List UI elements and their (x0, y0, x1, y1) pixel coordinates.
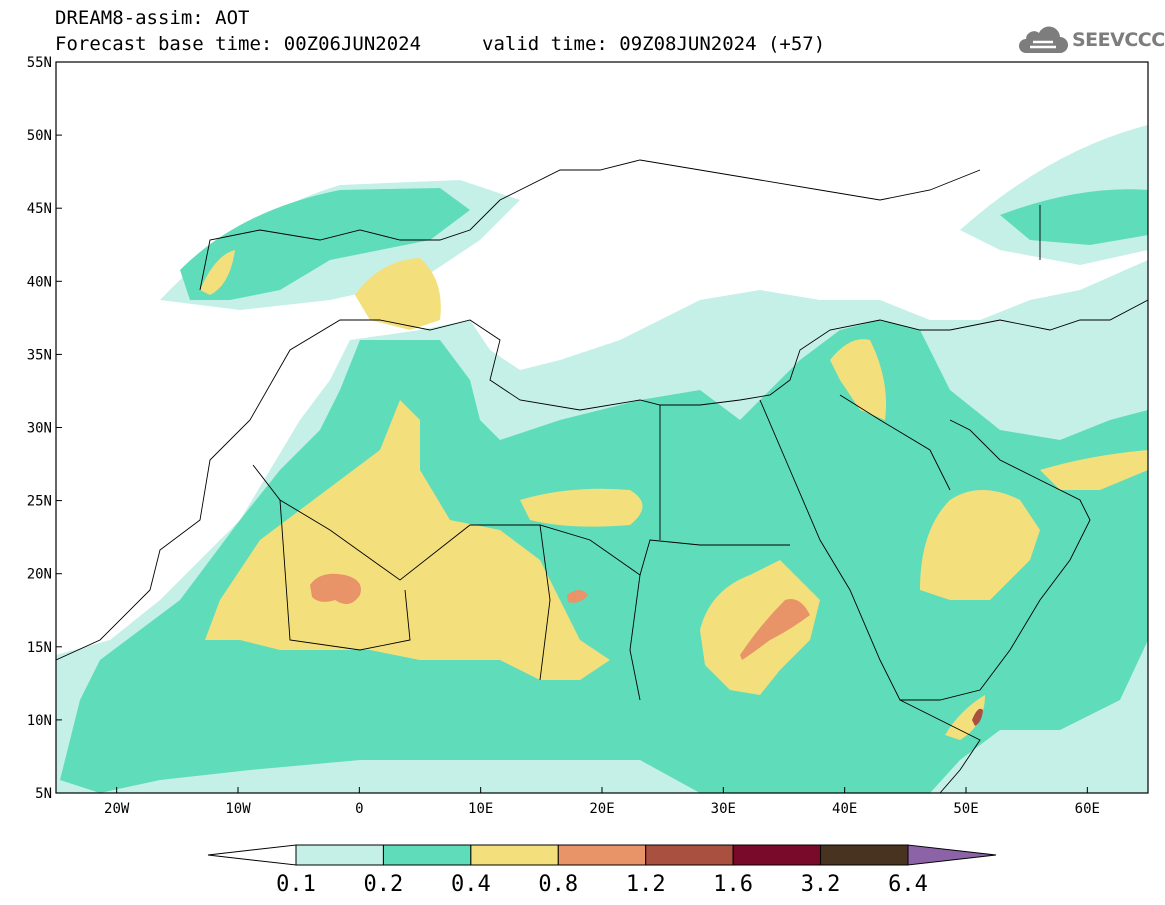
lon-tick-label: 0 (355, 801, 363, 817)
aot-field-0.4 (700, 560, 820, 695)
colorbar-cell (470, 844, 559, 866)
aot-field-0.2 (60, 320, 1148, 793)
lat-tick-label: 15N (27, 640, 52, 656)
lon-tick-label: 20W (104, 801, 130, 817)
lat-tick-label: 10N (27, 713, 52, 729)
lat-tick-label: 30N (27, 421, 52, 437)
lon-tick-label: 10W (225, 801, 251, 817)
colorbar (207, 844, 997, 866)
lat-tick-label: 20N (27, 567, 52, 583)
aot-field-0.4 (200, 250, 235, 295)
colorbar-cell (732, 844, 822, 866)
logo-text: SEEVCCC (1072, 29, 1165, 51)
lat-tick-label: 5N (35, 786, 52, 802)
lon-tick-label: 40E (832, 801, 857, 817)
colorbar-level-label: 6.4 (888, 872, 928, 897)
lon-tick-label: 60E (1075, 801, 1100, 817)
lat-tick-label: 45N (27, 201, 52, 217)
lat-tick-label: 40N (27, 274, 52, 290)
forecast-base-time: Forecast base time: 00Z06JUN2024 (55, 33, 422, 55)
aot-field-0.8 (740, 599, 810, 660)
aot-field-0.8 (310, 573, 361, 604)
aot-field-0.4 (920, 490, 1040, 600)
seevccc-logo: SEEVCCC (1016, 24, 1165, 56)
colorbar-over-arrow (907, 844, 997, 866)
longitude-axis: 20W 10W 0 10E 20E 30E 40E 50E 60E (104, 787, 1100, 817)
colorbar-level-label: 0.2 (363, 872, 404, 897)
colorbar-level-label: 0.8 (538, 872, 579, 897)
valid-time: valid time: 09Z08JUN2024 (+57) (482, 33, 826, 55)
colorbar-level-label: 1.6 (713, 872, 754, 897)
aot-field-0.4 (830, 339, 886, 420)
colorbar-cell (820, 844, 909, 866)
aot-field-0.4 (945, 695, 985, 740)
aot-field-0.4 (520, 488, 643, 527)
colorbar-cell (382, 844, 472, 866)
lon-tick-label: 30E (711, 801, 736, 817)
colorbar-cell (645, 844, 734, 866)
colorbar-under-arrow (207, 844, 297, 866)
aot-field-1.2 (972, 708, 983, 726)
latitude-axis: 55N 50N 45N 40N 35N 30N 25N 20N 15N 10N 5N (27, 55, 62, 802)
aot-field-0.4 (1040, 450, 1148, 490)
colorbar-level-label: 1.2 (625, 872, 666, 897)
lat-tick-label: 25N (27, 494, 52, 510)
lon-tick-label: 20E (589, 801, 614, 817)
lon-tick-label: 10E (468, 801, 493, 817)
aot-field-0.2 (180, 188, 470, 300)
lat-tick-label: 35N (27, 347, 52, 363)
colorbar-cell (557, 844, 647, 866)
aot-field-0.4 (205, 400, 610, 680)
colorbar-level-label: 0.1 (276, 872, 316, 897)
cloud-icon (1019, 26, 1068, 53)
lat-tick-label: 50N (27, 128, 52, 144)
aot-field-0.4 (355, 258, 441, 330)
lon-tick-label: 50E (953, 801, 978, 817)
aot-field-0.2 (1000, 189, 1148, 245)
coastlines (56, 159, 1148, 793)
colorbar-level-label: 0.4 (450, 872, 491, 897)
map-title: DREAM8-assim: AOT (55, 7, 250, 29)
lat-tick-label: 55N (27, 55, 52, 71)
colorbar-level-label: 3.2 (800, 872, 841, 897)
colorbar-cell (295, 844, 384, 866)
aot-field-0.8 (567, 590, 588, 603)
